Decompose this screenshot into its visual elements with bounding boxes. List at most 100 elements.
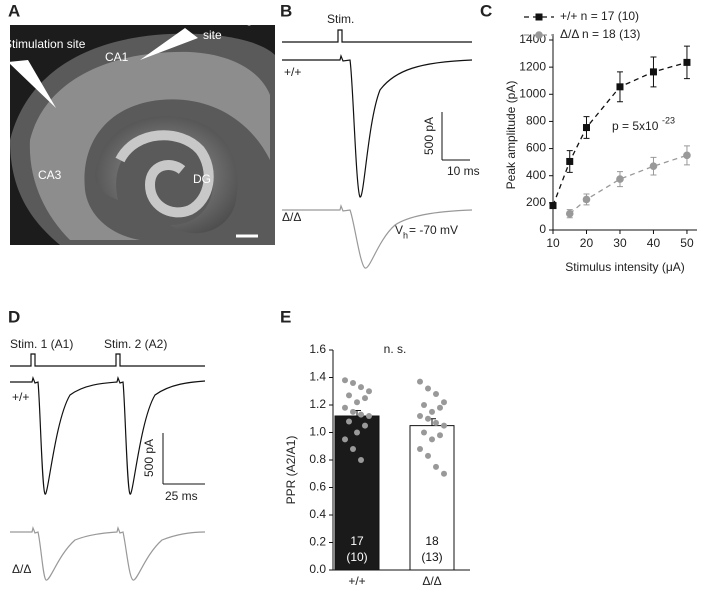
data-point (366, 413, 372, 419)
scale-label: 10 ms (447, 164, 480, 178)
data-point (417, 378, 423, 385)
scale-label: 500 pA (142, 439, 156, 477)
legend-label: +/+ n = 17 (10) (560, 9, 639, 23)
x-tick-label: 20 (580, 236, 594, 250)
recording-site-label: Recording (198, 12, 253, 26)
stimulation-site-label: Stimulation site (4, 37, 86, 51)
data-point (362, 395, 368, 402)
marker (582, 195, 591, 204)
y-tick-label: 1000 (519, 86, 546, 100)
legend-marker (535, 13, 543, 21)
scale-label: 25 ms (165, 489, 198, 503)
y-tick-label: 400 (526, 168, 546, 182)
y-tick-label: 1.6 (309, 342, 326, 356)
data-point (429, 408, 435, 415)
data-point (433, 391, 439, 397)
y-tick-label: 0.2 (309, 535, 326, 549)
marker (649, 68, 657, 76)
data-point (358, 411, 364, 418)
holding-label: = -70 mV (409, 223, 458, 237)
panel-label: A (8, 1, 20, 20)
data-point (342, 377, 348, 384)
stim-label: Stim. (327, 12, 354, 26)
x-tick-label: 40 (647, 236, 661, 250)
slice-image (8, 25, 275, 246)
genotype-label: Δ/Δ (282, 210, 301, 224)
y-tick-label: 200 (526, 195, 546, 209)
x-tick-label: +/+ (348, 574, 365, 588)
region-label: DG (193, 172, 211, 186)
marker (649, 162, 658, 171)
bar-label: (13) (421, 550, 442, 564)
y-tick-label: 0.6 (309, 480, 326, 494)
legend-marker (535, 31, 543, 39)
data-point (366, 388, 372, 395)
marker (683, 58, 691, 66)
trace-wt (10, 376, 206, 495)
y-tick-label: 600 (526, 141, 546, 155)
genotype-label: Δ/Δ (12, 562, 31, 576)
x-tick-label: 10 (546, 236, 560, 250)
bar-label: 18 (425, 534, 439, 548)
y-axis-label: Peak amplitude (pA) (504, 81, 518, 190)
region-label: CA1 (105, 50, 129, 64)
holding-label: h (403, 230, 408, 240)
data-point (346, 392, 352, 399)
x-tick-label: 30 (613, 236, 627, 250)
annotation-exponent: -23 (662, 115, 675, 125)
y-tick-label: 0.0 (309, 562, 326, 576)
bar-label: 17 (350, 534, 364, 548)
y-tick-label: 800 (526, 114, 546, 128)
panel-label: D (8, 307, 20, 326)
data-point (358, 384, 364, 391)
data-point (342, 436, 348, 443)
fit-line (552, 61, 688, 206)
data-point (417, 413, 423, 419)
panel-label: E (280, 307, 291, 326)
stim-label: Stim. 1 (A1) (10, 337, 73, 351)
marker (683, 151, 691, 160)
data-point (358, 457, 364, 463)
panel-label: B (280, 1, 292, 20)
data-point (362, 422, 368, 429)
data-point (350, 408, 356, 415)
data-point (425, 385, 431, 392)
panel-label: C (480, 1, 492, 20)
y-tick-label: 1.4 (309, 370, 326, 384)
genotype-label: +/+ (12, 390, 29, 404)
data-point (429, 436, 435, 443)
marker (616, 83, 624, 91)
legend-label: Δ/Δ n = 18 (13) (560, 27, 640, 41)
y-tick-label: 1200 (519, 59, 546, 73)
trace-ko (282, 204, 473, 269)
data-point (441, 422, 447, 429)
data-point (425, 452, 431, 459)
x-tick-label: 50 (680, 236, 694, 250)
data-point (417, 446, 423, 452)
data-point (354, 399, 360, 406)
y-tick-label: 0.4 (309, 507, 326, 521)
data-point (441, 399, 447, 406)
trace-wt (282, 54, 473, 198)
scale-label: 500 pA (422, 117, 436, 155)
data-point (437, 432, 443, 439)
bar (334, 415, 380, 571)
data-point (441, 470, 447, 477)
recording-site-label: site (203, 28, 222, 42)
data-point (421, 402, 427, 408)
y-axis-label: PPR (A2/A1) (284, 436, 298, 505)
stim-trace (10, 353, 205, 367)
marker (565, 209, 574, 218)
stim-label: Stim. 2 (A2) (104, 337, 167, 351)
bar (409, 425, 455, 571)
stim-trace (282, 29, 472, 43)
data-point (342, 404, 348, 411)
fit-line (569, 154, 688, 215)
marker (566, 157, 574, 165)
data-point (350, 380, 356, 386)
annotation: p = 5x10 (612, 119, 659, 133)
annotation: n. s. (384, 342, 407, 356)
data-point (433, 419, 439, 426)
holding-label: V (395, 223, 403, 237)
